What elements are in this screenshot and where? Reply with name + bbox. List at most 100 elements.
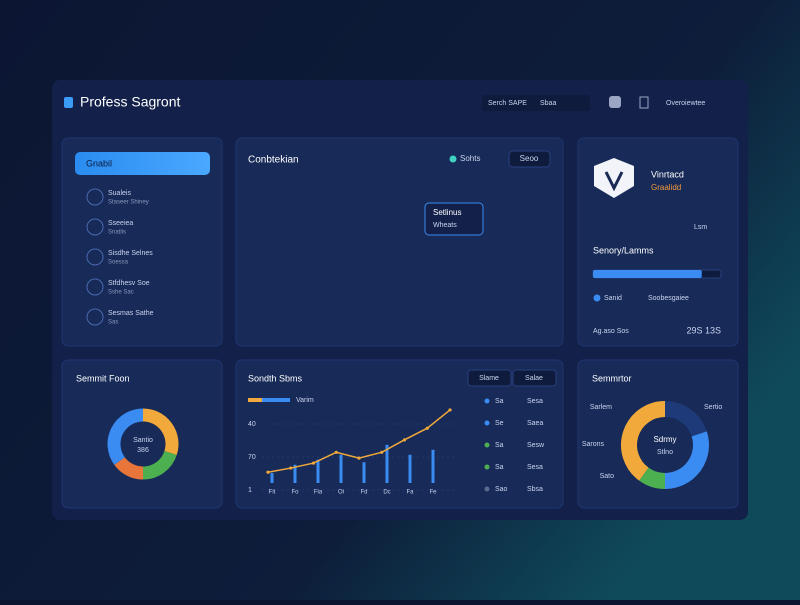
donut-segment <box>107 408 144 465</box>
list-dot <box>484 486 490 492</box>
item-sub: Sas <box>108 320 118 326</box>
line-point <box>357 456 361 460</box>
donut-segment <box>142 450 177 480</box>
list-value: Sesw <box>527 442 545 449</box>
x-label: Fit <box>269 490 276 496</box>
x-label: Oi <box>338 490 344 496</box>
donut-large-center: Sdrmy <box>653 435 676 444</box>
bar <box>316 459 320 483</box>
item-sub: Sshe Sac <box>108 290 134 296</box>
list-dot <box>484 442 490 448</box>
donut-center-value: 386 <box>137 447 149 454</box>
tab-button[interactable] <box>512 369 557 387</box>
donut-label: Sertio <box>704 404 722 411</box>
profile-role: Graalidd <box>651 183 681 192</box>
bar <box>293 464 297 483</box>
tab-text[interactable]: Slame <box>479 375 499 382</box>
item-title[interactable]: Sesmas Sathe <box>108 310 154 317</box>
search-box[interactable] <box>482 95 590 111</box>
donut-label: Sarons <box>582 441 605 448</box>
list-name: Sa <box>495 442 504 449</box>
search-key: Sbaa <box>540 100 556 107</box>
list-name: Sao <box>495 486 508 493</box>
donut-label: Sarlem <box>590 404 612 411</box>
item-icon[interactable] <box>86 248 104 266</box>
item-icon[interactable] <box>86 218 104 236</box>
x-label: Fe <box>429 490 437 496</box>
area-card <box>235 137 564 347</box>
list-value: Sbsa <box>527 486 543 493</box>
profile-foot-left: Ag.aso Sos <box>593 328 629 335</box>
list-dot <box>484 398 490 404</box>
donut-label: Sato <box>600 473 615 480</box>
line-point <box>448 408 452 412</box>
x-label: Dc <box>383 490 390 496</box>
donut-segment <box>114 456 144 480</box>
period-button-text[interactable]: Seoo <box>520 154 539 163</box>
item-title[interactable]: Stfdhesv Soe <box>108 280 150 287</box>
item-title[interactable]: Sisdhe Selnes <box>108 250 153 257</box>
legend-swatch <box>248 398 262 402</box>
x-label: Fia <box>314 490 323 496</box>
app-title: Profess Sagront <box>80 94 180 110</box>
bar <box>431 449 435 483</box>
list-dot <box>484 420 490 426</box>
sidebar-card <box>61 137 223 347</box>
bar <box>362 462 366 483</box>
bar <box>270 473 274 483</box>
donut-segment <box>142 408 179 455</box>
list-dot <box>484 464 490 470</box>
shield-mark <box>604 171 624 192</box>
progress-fill <box>593 270 702 278</box>
line-point <box>334 450 338 454</box>
profile-legend: Sanid <box>604 295 622 302</box>
sidebar-button-text[interactable]: Gnabil <box>86 158 112 168</box>
line-point <box>266 470 270 474</box>
y-label: 70 <box>248 454 256 461</box>
item-icon[interactable] <box>86 278 104 296</box>
item-title[interactable]: Sualeis <box>108 190 131 197</box>
y-label: 1 <box>248 487 252 494</box>
tooltip-sub: Wheats <box>433 222 457 229</box>
combo-legend: Varim <box>296 397 314 404</box>
item-icon[interactable] <box>86 308 104 326</box>
legend-swatch <box>262 398 290 402</box>
donut-segment <box>621 401 666 481</box>
area-legend: Sohts <box>460 154 480 163</box>
profile-name: Vinrtacd <box>651 169 684 179</box>
legend-dot <box>593 294 601 302</box>
user-icon[interactable] <box>609 96 621 108</box>
legend-dot <box>449 155 457 163</box>
donut-center: Santio <box>133 437 153 444</box>
profile-foot-right: 29S 13S <box>686 325 721 335</box>
bar <box>408 454 412 483</box>
period-button[interactable] <box>508 150 551 168</box>
item-sub: Soessa <box>108 260 129 266</box>
list-name: Sa <box>495 398 504 405</box>
x-label: Fo <box>291 490 299 496</box>
profile-tag: Lsm <box>694 224 707 231</box>
donut-segment <box>639 467 666 489</box>
tab-text[interactable]: Salae <box>525 375 543 382</box>
bar <box>339 454 343 483</box>
list-name: Se <box>495 420 504 427</box>
menu-icon[interactable] <box>639 96 649 109</box>
line-point <box>289 466 293 470</box>
donut-large-title: Semmrtor <box>592 373 632 383</box>
line-point <box>380 450 384 454</box>
item-title[interactable]: Sseeiea <box>108 220 133 227</box>
x-label: Fd <box>360 490 367 496</box>
item-sub: Snatlis <box>108 230 126 236</box>
item-icon[interactable] <box>86 188 104 206</box>
donut-segment <box>664 431 709 489</box>
combo-title: Sondth Sbms <box>248 373 303 383</box>
shield-logo <box>594 158 634 198</box>
line-point <box>311 461 316 465</box>
sidebar-button[interactable] <box>75 152 210 175</box>
list-value: Sesa <box>527 398 543 405</box>
item-sub: Staseer Shiney <box>108 200 149 206</box>
donut-large-center-value: Stlno <box>657 449 673 456</box>
tab-button[interactable] <box>467 369 512 387</box>
menu-text[interactable]: Overoiewtee <box>666 100 705 107</box>
tooltip-title: Setlinus <box>433 208 461 217</box>
